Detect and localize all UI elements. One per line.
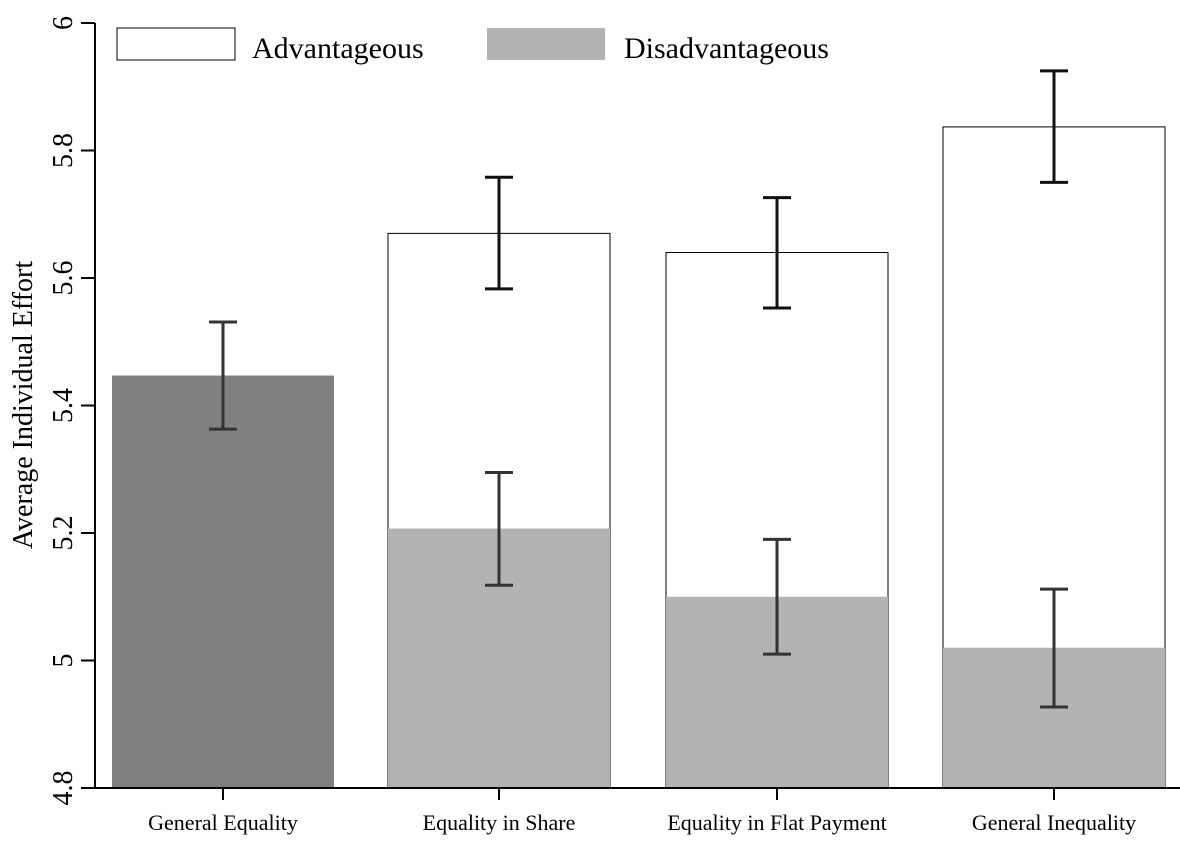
legend-swatch-advantageous: [116, 27, 236, 61]
legend-label-advantageous: Advantageous: [252, 32, 424, 65]
y-tick-label: 5.2: [48, 516, 79, 551]
y-tick-label: 4.8: [48, 771, 79, 806]
y-tick-label: 6: [48, 16, 79, 30]
y-tick-label: 5.4: [48, 388, 79, 423]
x-tick-label-2: Equality in Share: [423, 810, 576, 835]
x-tick-label-1: General Equality: [148, 810, 298, 835]
axes: 4.8 5 5.2 5.4 5.6 5.8 6 Average Individual Effo…: [8, 16, 1180, 835]
legend-label-disadvantageous: Disadvantageous: [624, 32, 829, 65]
x-tick-label-4: General Inequality: [972, 810, 1136, 835]
plot-area: [112, 69, 1166, 789]
legend: Advantageous Disadvantageous: [116, 27, 829, 65]
y-tick-label: 5.8: [48, 133, 79, 168]
y-tick-label: 5.6: [48, 261, 79, 296]
y-axis-title: Average Individual Effort: [8, 261, 39, 549]
legend-swatch-disadvantageous: [487, 28, 605, 60]
x-tick-label-3: Equality in Flat Payment: [667, 810, 886, 835]
bar-general-equality-1: [112, 375, 334, 788]
y-tick-label: 5: [48, 654, 79, 668]
